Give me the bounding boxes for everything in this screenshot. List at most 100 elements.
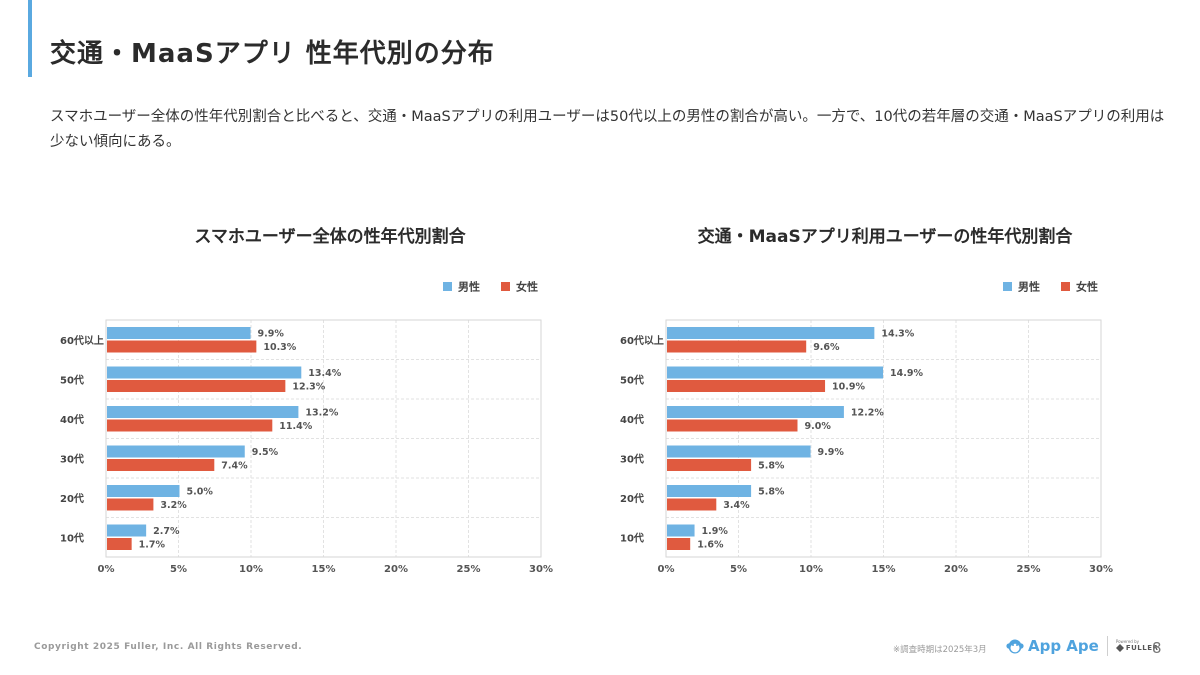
powered-by-label: Powered by [1115, 639, 1140, 644]
bar-value-label: 13.4% [308, 368, 341, 379]
category-label: 10代 [60, 531, 84, 544]
category-label: 50代 [620, 373, 644, 386]
bar-male [667, 327, 875, 339]
bar-value-label: 12.2% [851, 408, 884, 419]
bar-value-label: 12.3% [292, 382, 325, 393]
bar-value-label: 9.9% [258, 329, 285, 340]
bar-female [667, 459, 752, 471]
x-tick-label: 30% [529, 564, 553, 575]
app-ape-logo: App Ape Powered by FULLER [1006, 636, 1158, 656]
bar-female [107, 538, 132, 550]
bar-female [667, 340, 807, 353]
bar-value-label: 9.9% [818, 447, 845, 458]
bar-value-label: 5.8% [758, 487, 785, 498]
bar-value-label: 13.2% [305, 408, 338, 419]
category-label: 30代 [620, 452, 644, 465]
bar-value-label: 5.8% [758, 461, 785, 472]
category-label: 10代 [620, 531, 644, 544]
category-label: 30代 [60, 452, 84, 465]
bar-female [667, 538, 691, 550]
plot-frame [105, 319, 542, 558]
powered-by-fuller: Powered by FULLER [1115, 639, 1159, 652]
x-tick-label: 0% [98, 564, 115, 575]
bar-value-label: 1.6% [697, 540, 724, 551]
x-tick-label: 5% [170, 564, 187, 575]
x-tick-label: 0% [658, 564, 675, 575]
category-label: 40代 [620, 413, 644, 426]
x-tick-label: 15% [312, 564, 336, 575]
chart-transport: 男性 女性 0% 5% 10% 15% 20% 25% 30% 60代以上 14.3% 9.6% 50代… [620, 280, 1113, 576]
legend-label-0: 男性 [1018, 280, 1040, 294]
legend-label-0: 男性 [458, 280, 480, 294]
legend-swatch-1 [501, 282, 510, 291]
category-label: 60代以上 [60, 334, 104, 347]
legend-swatch-0 [1003, 282, 1012, 291]
category-label: 20代 [620, 492, 644, 505]
bar-value-label: 10.9% [832, 382, 865, 393]
bar-female [107, 459, 215, 471]
page-title: 交通・MaaSアプリ 性年代別の分布 [50, 39, 495, 69]
x-tick-label: 15% [872, 564, 896, 575]
bar-value-label: 9.6% [813, 342, 840, 353]
page-number: 8 [1152, 639, 1162, 657]
bar-male [107, 366, 302, 379]
bar-male [107, 406, 299, 418]
category-label: 50代 [60, 373, 84, 386]
legend-swatch-1 [1061, 282, 1070, 291]
legend-swatch-0 [443, 282, 452, 291]
bar-male [107, 485, 180, 497]
page-description: スマホユーザー全体の性年代別割合と比べると、交通・MaaSアプリの利用ユーザーは… [50, 109, 1165, 150]
fuller-icon [1115, 644, 1124, 652]
bar-female [667, 498, 717, 511]
category-label: 20代 [60, 492, 84, 505]
category-label: 60代以上 [620, 334, 664, 347]
bar-male [667, 406, 844, 418]
bar-value-label: 9.5% [252, 447, 279, 458]
title-accent-bar [28, 0, 32, 77]
bar-male [667, 366, 884, 379]
bar-male [107, 445, 245, 458]
fuller-text: FULLER [1125, 643, 1159, 652]
bar-value-label: 1.7% [139, 540, 166, 551]
bar-male [667, 524, 695, 537]
bar-male [107, 327, 251, 339]
x-tick-label: 30% [1089, 564, 1113, 575]
bar-value-label: 5.0% [187, 487, 214, 498]
bar-value-label: 2.7% [153, 526, 180, 537]
bar-value-label: 14.3% [881, 329, 914, 340]
bar-female [667, 419, 798, 432]
bar-male [107, 524, 147, 537]
chart-title-overall: スマホユーザー全体の性年代別割合 [194, 227, 466, 247]
x-tick-label: 10% [799, 564, 823, 575]
bar-value-label: 14.9% [890, 368, 923, 379]
chart-overall: 男性 女性 0% 5% 10% 15% 20% 25% 30% 60代以上 9.9% 10.3% 50代… [60, 280, 553, 576]
chart-title-transport: 交通・MaaSアプリ利用ユーザーの性年代別割合 [697, 227, 1073, 247]
logo-text: App Ape [1028, 637, 1099, 655]
legend-label-1: 女性 [1076, 280, 1098, 294]
bar-male [667, 485, 752, 497]
bar-value-label: 7.4% [221, 461, 248, 472]
x-tick-label: 25% [1017, 564, 1041, 575]
x-tick-label: 10% [239, 564, 263, 575]
plot-frame [665, 319, 1102, 558]
bar-female [107, 340, 257, 353]
x-tick-label: 5% [730, 564, 747, 575]
bar-female [667, 380, 826, 392]
chart-legend: 男性 女性 [443, 280, 538, 294]
bar-value-label: 1.9% [702, 526, 729, 537]
legend-label-1: 女性 [516, 280, 538, 294]
logo-divider [1106, 636, 1108, 656]
category-label: 40代 [60, 413, 84, 426]
bar-value-label: 3.4% [723, 500, 750, 511]
x-tick-label: 20% [944, 564, 968, 575]
bar-value-label: 9.0% [805, 421, 832, 432]
bar-female [107, 498, 154, 511]
bar-value-label: 3.2% [160, 500, 187, 511]
x-tick-label: 25% [457, 564, 481, 575]
bar-male [667, 445, 811, 458]
app-ape-icon [1006, 639, 1024, 654]
bar-value-label: 11.4% [279, 421, 312, 432]
chart-legend: 男性 女性 [1003, 280, 1098, 294]
copyright-text: Copyright 2025 Fuller, Inc. All Rights R… [34, 642, 303, 652]
bar-female [107, 380, 286, 392]
